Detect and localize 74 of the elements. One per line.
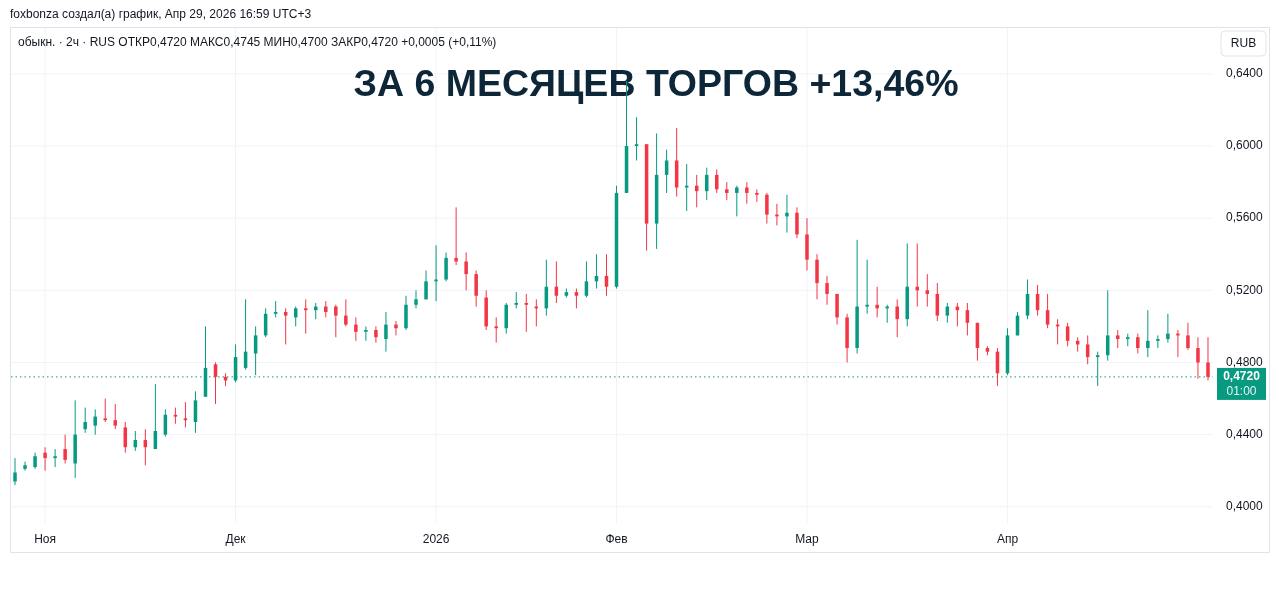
- candlestick: [103, 398, 107, 423]
- x-tick-label: Фев: [605, 532, 628, 546]
- candlestick: [785, 194, 789, 234]
- candlestick: [43, 446, 47, 472]
- text: ЗА 6 МЕСЯЦЕВ ТОРГОВ +13,46%: [353, 62, 959, 104]
- candlestick: [424, 269, 428, 300]
- y-tick-label: 0,5200: [1226, 282, 1264, 297]
- candlestick: [183, 401, 188, 428]
- candlestick: [364, 325, 368, 342]
- candlestick: [895, 298, 899, 338]
- candlestick: [394, 320, 398, 336]
- candlestick: [1206, 336, 1210, 382]
- candlestick: [795, 206, 799, 239]
- candlestick: [815, 253, 819, 300]
- candlestick: [725, 181, 729, 201]
- candlestick: [524, 293, 529, 333]
- candlestick: [414, 289, 418, 309]
- candlestick: [865, 259, 869, 315]
- candlestick: [374, 325, 378, 344]
- candlestick: [1196, 336, 1200, 380]
- candlestick: [1136, 333, 1140, 354]
- candlestick: [53, 448, 57, 468]
- x-tick-label: Дек: [225, 532, 247, 546]
- candlestick: [474, 269, 478, 308]
- candlestick: [444, 251, 448, 282]
- candlestick: [925, 273, 930, 308]
- candlestick: [765, 192, 769, 225]
- x-tick-label: Апр: [996, 532, 1019, 546]
- candlestick: [494, 316, 498, 344]
- candlestick: [875, 286, 879, 318]
- candlestick: [634, 116, 639, 161]
- candlestick: [354, 316, 358, 342]
- y-axis-title: RUB: [1230, 36, 1257, 51]
- candlestick: [344, 298, 348, 327]
- candlestick: [384, 311, 388, 353]
- y-tick-label: 0,6000: [1226, 138, 1264, 153]
- candlestick: [1186, 322, 1190, 351]
- candlestick: [735, 185, 739, 217]
- text: foxbonza создал(а) график, Апр 29, 2026 16:59 UTC+3: [10, 7, 312, 21]
- candlestick: [63, 434, 67, 464]
- text: обыкн. · 2ч · RUS ОТКР0,4720 МАКС0,4745 МИН0,4700 ЗАКР0,4720 +0,0005 (+0,11%): [18, 35, 497, 49]
- y-tick-label: 0,6400: [1226, 66, 1264, 81]
- y-tick-label: 0,4400: [1226, 426, 1264, 441]
- candlestick: [303, 298, 308, 335]
- x-tick-label: 2026: [422, 532, 450, 546]
- candlestick: [825, 275, 829, 306]
- candlestick: [755, 188, 759, 203]
- candlestick: [1156, 334, 1160, 349]
- y-tick-label: 0,5600: [1226, 210, 1264, 225]
- candlestick: [745, 181, 749, 205]
- candlestick: [684, 163, 689, 212]
- candlestick: [1166, 313, 1170, 344]
- candlestick: [454, 206, 458, 266]
- candlestick: [23, 461, 27, 472]
- y-tick-label: 0,4800: [1226, 354, 1264, 369]
- candlestick: [1146, 309, 1150, 358]
- text: 01:00: [1226, 384, 1257, 399]
- candlestick: [504, 302, 508, 335]
- candlestick: [93, 408, 97, 436]
- candlestick: [464, 251, 468, 291]
- candlestick: [334, 304, 338, 338]
- candlestick: [283, 307, 288, 345]
- ref-line-label: 0,4720: [1223, 369, 1261, 384]
- candlestick: [13, 457, 17, 486]
- candlestick: [1116, 329, 1120, 349]
- candlestick: [835, 293, 839, 326]
- candlestick: [574, 288, 579, 309]
- x-tick-label: Мар: [795, 532, 820, 546]
- candlestick: [404, 295, 408, 331]
- x-tick-label: Ноя: [34, 532, 57, 546]
- candlestick: [83, 407, 87, 434]
- candlestick: [715, 168, 719, 194]
- candlestick: [113, 403, 118, 430]
- y-tick-label: 0,4000: [1226, 498, 1264, 513]
